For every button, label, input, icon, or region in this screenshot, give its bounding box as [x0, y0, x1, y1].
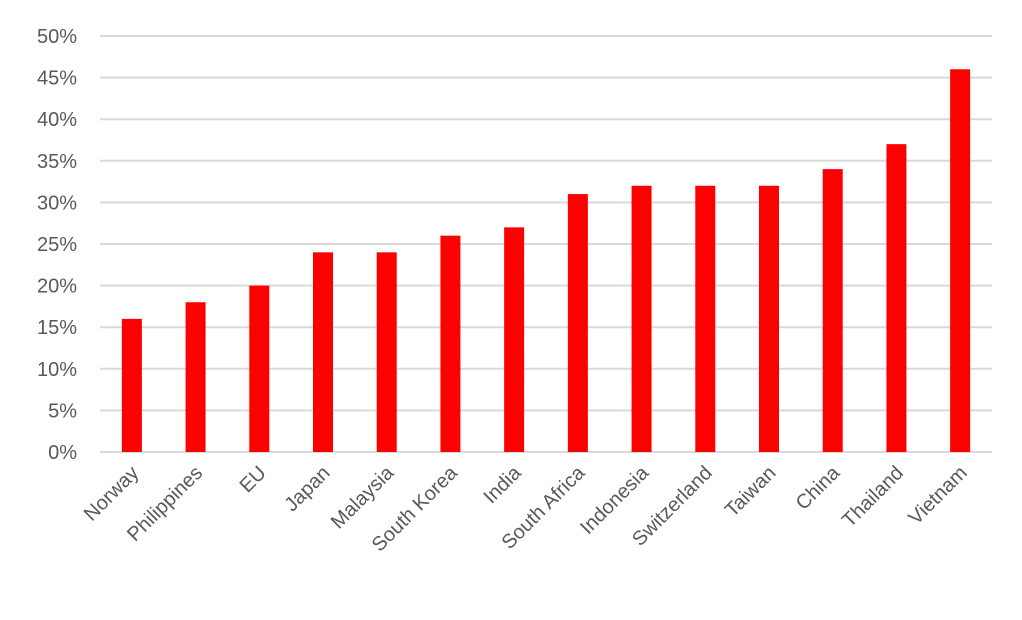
x-category-label: India	[479, 461, 526, 508]
x-category-label: EU	[236, 462, 271, 497]
bar-south-korea	[440, 235, 461, 452]
bar-taiwan	[759, 185, 779, 452]
y-tick-label: 5%	[48, 400, 77, 422]
bar-china	[822, 169, 843, 452]
y-tick-label: 30%	[37, 192, 77, 214]
gridlines	[100, 35, 992, 453]
bars	[121, 69, 971, 452]
y-tick-label: 20%	[37, 276, 77, 298]
y-tick-label: 15%	[37, 317, 77, 339]
y-tick-label: 40%	[37, 109, 77, 131]
x-category-label: Japan	[280, 462, 334, 516]
y-tick-label: 10%	[37, 359, 77, 381]
bar-philippines	[185, 302, 206, 452]
y-tick-label: 0%	[48, 442, 77, 464]
y-axis-ticks: 0% 5% 10% 15% 20% 25% 30% 35% 40% 45% 50%	[37, 26, 77, 464]
bar-thailand	[886, 144, 907, 452]
bar-norway	[121, 318, 142, 452]
x-category-label: Vietnam	[904, 462, 971, 529]
x-category-label: Thailand	[838, 462, 908, 532]
bar-india	[504, 227, 525, 452]
bar-eu	[249, 285, 270, 452]
y-tick-label: 35%	[37, 151, 77, 173]
bar-malaysia	[376, 252, 397, 452]
x-category-label: Norway	[80, 462, 143, 525]
x-category-label: China	[792, 461, 845, 514]
y-tick-label: 45%	[37, 68, 77, 90]
y-tick-label: 25%	[37, 234, 77, 256]
x-category-label: Taiwan	[721, 462, 781, 522]
bar-south-africa	[567, 194, 588, 452]
y-tick-label: 50%	[37, 26, 77, 48]
bar-indonesia	[631, 185, 652, 452]
bar-switzerland	[695, 185, 716, 452]
bar-japan	[313, 252, 333, 452]
bar-vietnam	[950, 69, 971, 452]
